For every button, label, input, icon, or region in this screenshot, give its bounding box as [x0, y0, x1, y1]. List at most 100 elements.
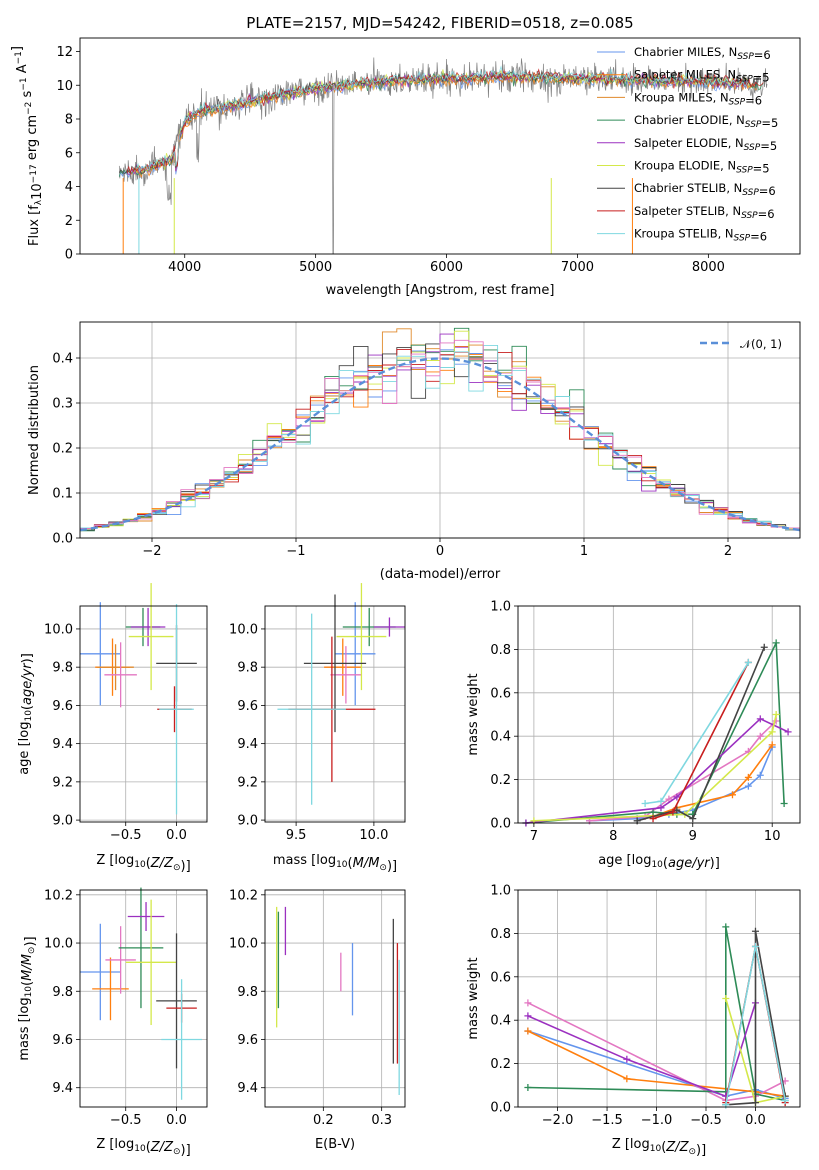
x-axis-label: (data-model)/error: [380, 567, 501, 582]
legend-label: Chabrier STELIB, NSSP=6: [634, 181, 776, 198]
x-tick-label: 0.0: [745, 1113, 766, 1128]
histogram-steps: [80, 327, 800, 533]
legend-label: Salpeter STELIB, NSSP=6: [634, 204, 775, 221]
x-tick-label: −1.0: [641, 1113, 673, 1128]
y-tick-label: 1.0: [490, 884, 511, 899]
residual-histogram-panel: −2 −1 0 1 2 0.0 0.1 0.2 0.3 0.4 (data-model)/error…: [27, 321, 801, 582]
legend-label: Kroupa MILES, NSSP=6: [634, 90, 762, 107]
x-tick-label: 1: [580, 544, 588, 559]
legend-label: Salpeter MILES, NSSP=5: [634, 68, 770, 85]
y-tick-label: 0.4: [52, 352, 73, 367]
axes-frame: [79, 37, 801, 255]
chart-title: PLATE=2157, MJD=54242, FIBERID=0518, z=0…: [246, 14, 633, 32]
legend-label: Salpeter ELODIE, NSSP=5: [634, 136, 777, 153]
data-point-marker: [751, 927, 759, 935]
y-tick-label: 0.8: [490, 927, 511, 942]
y-tick-label: 10.0: [229, 622, 258, 637]
x-tick-label: −2.0: [542, 1113, 574, 1128]
y-tick-label: 0.2: [490, 1057, 511, 1072]
y-tick-label: 10.2: [229, 888, 258, 903]
y-tick-label: 9.4: [237, 1081, 258, 1096]
y-tick-label: 0.4: [490, 730, 511, 745]
x-tick-label: −1.5: [591, 1113, 623, 1128]
mass-weight-vs-age-panel: 7 8 9 10 0.0 0.2 0.4 0.6 0.8 1.0 age [log10(age/yr…: [466, 600, 801, 871]
data-point-marker: [524, 1012, 532, 1020]
legend-label: 𝒩(0, 1): [740, 337, 782, 351]
data-point-marker: [772, 711, 780, 718]
data-point-marker: [669, 808, 677, 816]
y-tick-label: 0: [65, 248, 73, 263]
data-point-marker: [722, 923, 730, 931]
y-tick-label: 0.4: [490, 1014, 511, 1029]
y-tick-label: 0.0: [52, 532, 73, 547]
data-point-marker: [524, 1083, 532, 1091]
y-tick-label: 8: [65, 113, 73, 128]
x-tick-label: 10.0: [359, 828, 388, 843]
data-point-marker: [623, 1055, 631, 1063]
y-tick-label: 0.0: [490, 1101, 511, 1116]
x-axis-label: Z [log10(Z/Z⊙)]: [96, 1137, 190, 1158]
y-tick-label: 0.0: [490, 817, 511, 832]
y-tick-label: 9.0: [52, 814, 73, 829]
data-point-marker: [772, 639, 780, 647]
observed-spectrum-line: [118, 57, 768, 254]
y-axis-label: age [log10(age/yr)]: [17, 653, 35, 775]
data-point-marker: [756, 732, 764, 740]
mass-weight-line: [527, 1002, 786, 1102]
y-tick-label: 10: [56, 79, 73, 94]
x-tick-label: −0.5: [110, 1113, 142, 1128]
age-vs-metallicity-panel: −0.5 0.0 9.0 9.2 9.4 9.6 9.8 10.0 Z [log10(Z/Z⊙)…: [17, 583, 208, 874]
mass-weight-line: [533, 714, 777, 822]
y-axis-label: Normed distribution: [27, 365, 42, 495]
data-point-marker: [768, 741, 776, 749]
histogram-series: [80, 339, 800, 532]
spectrum-panel: 4000 5000 6000 7000 8000 0 2 4 6 8 10 12 PLATE=2157,…: [10, 14, 801, 298]
data-point-marker: [751, 1099, 759, 1107]
data-point-marker: [768, 728, 776, 736]
mass-weight-line: [636, 646, 766, 822]
y-axis-label: mass weight: [466, 673, 481, 755]
y-tick-label: 0.3: [52, 397, 73, 412]
data-point-marker: [524, 1027, 532, 1035]
data-point-marker: [781, 1096, 789, 1104]
y-tick-label: 0.8: [490, 643, 511, 658]
y-tick-label: 0.6: [490, 686, 511, 701]
x-tick-label: 5000: [299, 260, 332, 275]
spectrum-lines: [118, 57, 768, 254]
y-tick-label: 10.0: [44, 937, 73, 952]
data-point-marker: [649, 815, 657, 823]
x-tick-label: 0.0: [166, 828, 187, 843]
y-tick-label: 9.6: [237, 699, 258, 714]
legend-label: Kroupa STELIB, NSSP=6: [634, 227, 767, 244]
model-spectrum-line: [126, 68, 764, 175]
y-tick-label: 9.8: [237, 985, 258, 1000]
x-axis-label: E(B-V): [315, 1137, 355, 1152]
data-point-marker: [784, 728, 792, 736]
y-tick-label: 0.6: [490, 970, 511, 985]
y-tick-label: 10.0: [44, 622, 73, 637]
y-tick-label: 0.1: [52, 487, 73, 502]
data-point-marker: [744, 773, 752, 781]
legend-label: Chabrier MILES, NSSP=6: [634, 45, 771, 62]
y-tick-label: 1.0: [490, 600, 511, 615]
y-tick-label: 9.6: [52, 699, 73, 714]
mass-weight-line: [725, 931, 786, 1106]
x-tick-label: 9.5: [286, 828, 307, 843]
mass-weight-vs-metallicity-panel: −2.0 −1.5 −1.0 −0.5 0.0 0.0 0.2 0.4 0.6 0.8 1.0 Z […: [466, 884, 801, 1158]
y-tick-label: 10.0: [229, 937, 258, 952]
model-spectrum-line: [134, 65, 748, 174]
x-tick-label: −0.5: [110, 828, 142, 843]
data-point-marker: [689, 815, 697, 823]
axes-frame: [517, 605, 801, 824]
x-tick-label: 8000: [692, 260, 725, 275]
mass-vs-ebv-panel: 0.2 0.3 9.4 9.6 9.8 10.0 10.2 E(B-V): [229, 888, 406, 1152]
x-tick-label: 9: [689, 829, 697, 844]
data-point-marker: [524, 999, 532, 1007]
y-axis-label: Flux [fλ10−17 erg cm−2 s−1 A−1]: [10, 46, 45, 246]
y-tick-label: 0.2: [52, 442, 73, 457]
x-axis-label: age [log10(age/yr)]: [598, 853, 720, 871]
legend-label: Kroupa ELODIE, NSSP=5: [634, 159, 770, 176]
data-point-marker: [751, 942, 759, 950]
y-axis-label: mass [log10(M/M⊙)]: [17, 936, 38, 1060]
